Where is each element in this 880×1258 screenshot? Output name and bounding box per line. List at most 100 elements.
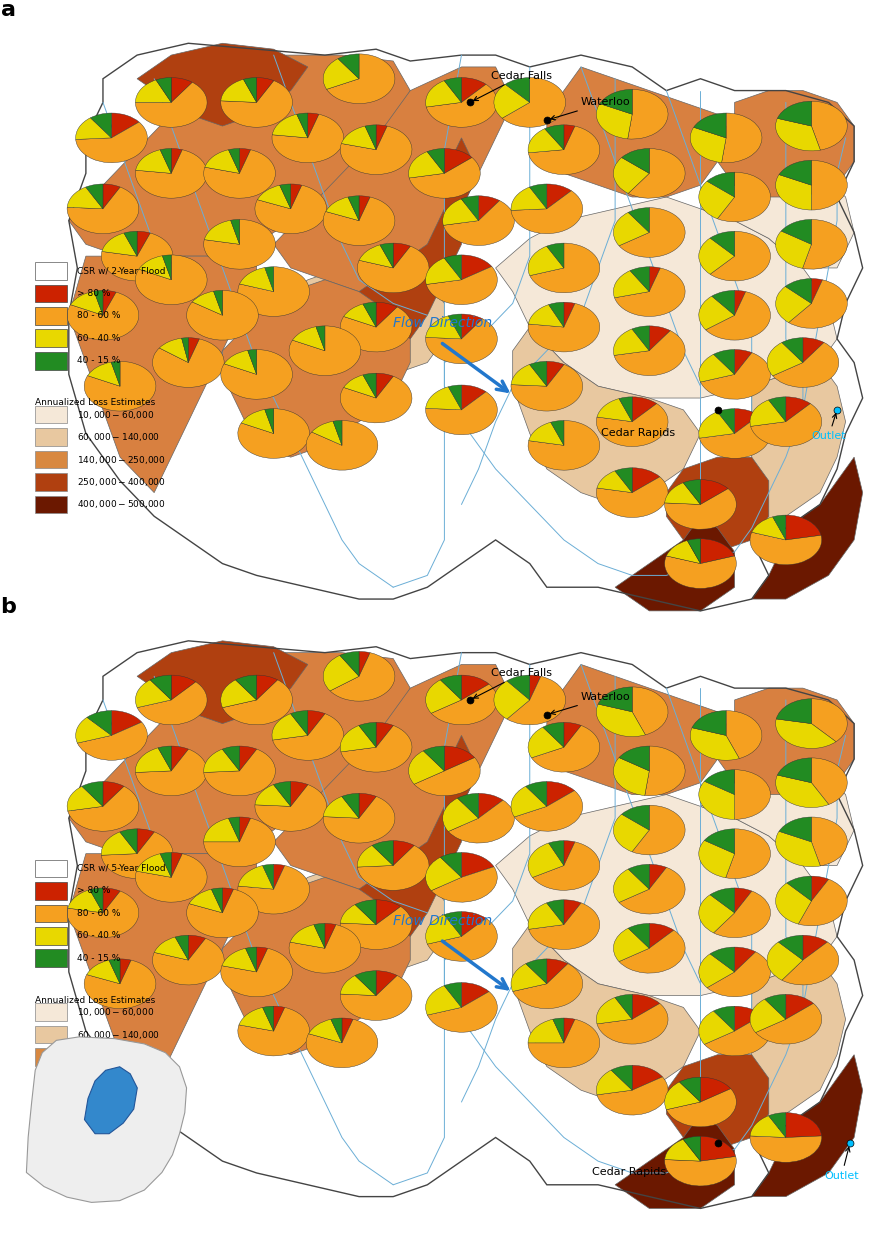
Wedge shape — [692, 711, 726, 736]
Wedge shape — [775, 775, 829, 808]
Wedge shape — [528, 126, 600, 175]
Text: 60 - 40 %: 60 - 40 % — [77, 931, 121, 941]
Text: Cedar Falls: Cedar Falls — [473, 668, 553, 698]
Wedge shape — [103, 888, 121, 913]
Wedge shape — [323, 59, 359, 89]
Wedge shape — [597, 477, 668, 517]
Wedge shape — [257, 947, 268, 972]
Wedge shape — [203, 150, 275, 199]
Wedge shape — [136, 82, 207, 127]
Text: Waterloo: Waterloo — [551, 692, 631, 715]
Wedge shape — [775, 720, 836, 749]
Wedge shape — [700, 415, 771, 458]
Polygon shape — [84, 1067, 137, 1133]
Polygon shape — [274, 664, 513, 889]
Wedge shape — [714, 891, 771, 937]
Wedge shape — [548, 302, 564, 327]
Wedge shape — [781, 337, 803, 362]
Wedge shape — [528, 727, 564, 757]
Wedge shape — [94, 291, 103, 316]
Text: $60,000 - $140,000: $60,000 - $140,000 — [77, 431, 160, 443]
Wedge shape — [649, 923, 674, 949]
Wedge shape — [461, 676, 489, 699]
Bar — [34, 1025, 67, 1043]
Wedge shape — [546, 959, 568, 984]
Wedge shape — [265, 267, 274, 292]
Wedge shape — [340, 652, 359, 677]
Wedge shape — [775, 287, 811, 322]
Wedge shape — [699, 296, 735, 330]
Polygon shape — [495, 198, 837, 398]
Wedge shape — [543, 722, 564, 747]
Wedge shape — [551, 420, 564, 445]
Wedge shape — [803, 935, 827, 960]
Wedge shape — [136, 750, 207, 796]
Wedge shape — [664, 556, 737, 589]
Wedge shape — [289, 326, 361, 376]
Wedge shape — [160, 148, 172, 174]
Wedge shape — [717, 409, 735, 434]
Polygon shape — [717, 688, 854, 795]
Polygon shape — [717, 91, 854, 198]
Polygon shape — [752, 457, 862, 599]
Wedge shape — [714, 1006, 735, 1032]
Wedge shape — [781, 219, 811, 244]
Wedge shape — [494, 84, 530, 118]
Text: $250,000 - $400,000: $250,000 - $400,000 — [77, 476, 166, 488]
Wedge shape — [258, 185, 290, 209]
Wedge shape — [448, 385, 461, 410]
Wedge shape — [76, 118, 112, 140]
Wedge shape — [502, 78, 566, 127]
Wedge shape — [699, 894, 735, 933]
Wedge shape — [564, 125, 575, 150]
Wedge shape — [244, 78, 257, 102]
Wedge shape — [265, 409, 274, 434]
Wedge shape — [461, 912, 486, 936]
Polygon shape — [666, 1054, 769, 1150]
Bar — [34, 428, 67, 445]
Wedge shape — [84, 361, 156, 411]
Wedge shape — [239, 268, 274, 292]
Text: $250,000 - $400,000: $250,000 - $400,000 — [77, 1073, 166, 1086]
Polygon shape — [513, 327, 700, 504]
Wedge shape — [342, 1018, 353, 1043]
Wedge shape — [112, 113, 139, 138]
Wedge shape — [767, 342, 803, 376]
Wedge shape — [546, 899, 564, 925]
Wedge shape — [359, 652, 370, 677]
Wedge shape — [613, 814, 649, 852]
Text: Cedar Falls: Cedar Falls — [473, 70, 553, 101]
Wedge shape — [786, 515, 821, 540]
Wedge shape — [811, 757, 847, 804]
Wedge shape — [204, 220, 239, 244]
Wedge shape — [710, 231, 735, 257]
Wedge shape — [461, 385, 486, 410]
Wedge shape — [773, 342, 839, 387]
Wedge shape — [211, 888, 223, 913]
Wedge shape — [359, 245, 393, 268]
Wedge shape — [666, 1088, 737, 1127]
Wedge shape — [428, 991, 497, 1033]
Polygon shape — [546, 664, 735, 795]
Wedge shape — [136, 150, 172, 174]
Wedge shape — [614, 268, 686, 317]
Wedge shape — [426, 857, 461, 891]
Wedge shape — [613, 270, 649, 298]
Text: a: a — [1, 0, 16, 20]
Wedge shape — [704, 1015, 771, 1055]
Text: 80 - 60 %: 80 - 60 % — [77, 908, 121, 918]
Wedge shape — [87, 711, 112, 736]
Wedge shape — [710, 231, 771, 281]
Wedge shape — [241, 409, 274, 434]
Wedge shape — [803, 219, 847, 269]
Bar — [34, 882, 67, 899]
Wedge shape — [528, 420, 600, 470]
Wedge shape — [726, 711, 762, 759]
Wedge shape — [221, 350, 292, 399]
Wedge shape — [333, 420, 342, 445]
Wedge shape — [444, 982, 461, 1008]
Polygon shape — [69, 244, 257, 493]
Wedge shape — [619, 396, 632, 421]
Wedge shape — [103, 781, 124, 806]
Wedge shape — [710, 947, 735, 972]
